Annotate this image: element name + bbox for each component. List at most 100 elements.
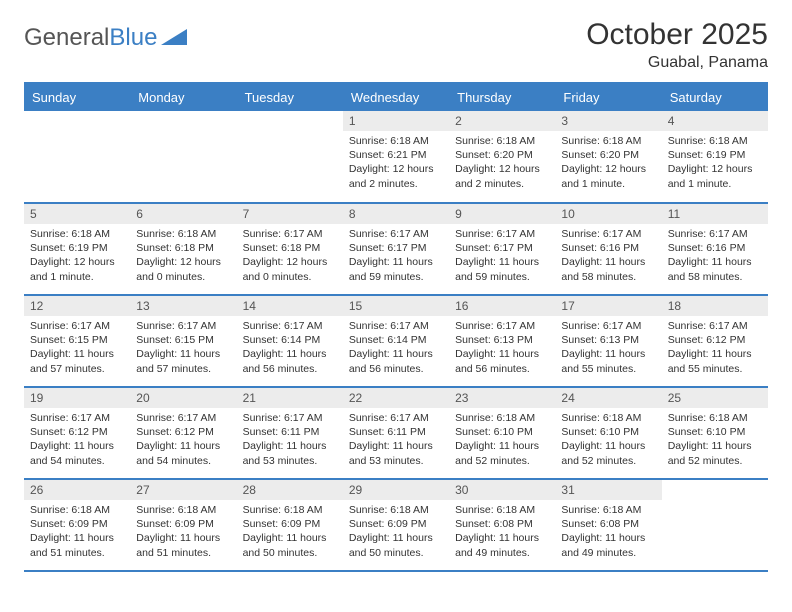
- sunset-text: Sunset: 6:08 PM: [455, 517, 549, 531]
- daylight-text: Daylight: 12 hours and 1 minute.: [561, 162, 655, 190]
- day-info: Sunrise: 6:17 AMSunset: 6:15 PMDaylight:…: [24, 316, 130, 382]
- header: GeneralBlue October 2025 Guabal, Panama: [24, 18, 768, 72]
- day-number: 25: [662, 388, 768, 408]
- day-number: 2: [449, 111, 555, 131]
- day-number: 7: [237, 204, 343, 224]
- calendar-cell: 1Sunrise: 6:18 AMSunset: 6:21 PMDaylight…: [343, 111, 449, 203]
- weekday-header: Friday: [555, 83, 661, 111]
- daylight-text: Daylight: 11 hours and 51 minutes.: [136, 531, 230, 559]
- day-info: Sunrise: 6:17 AMSunset: 6:12 PMDaylight:…: [24, 408, 130, 474]
- logo-word-general: General: [24, 24, 109, 51]
- sunset-text: Sunset: 6:14 PM: [349, 333, 443, 347]
- calendar-cell: 30Sunrise: 6:18 AMSunset: 6:08 PMDayligh…: [449, 479, 555, 571]
- sunrise-text: Sunrise: 6:18 AM: [561, 503, 655, 517]
- day-info: Sunrise: 6:18 AMSunset: 6:09 PMDaylight:…: [237, 500, 343, 566]
- sunset-text: Sunset: 6:20 PM: [455, 148, 549, 162]
- daylight-text: Daylight: 11 hours and 58 minutes.: [668, 255, 762, 283]
- day-info: Sunrise: 6:17 AMSunset: 6:11 PMDaylight:…: [237, 408, 343, 474]
- sunrise-text: Sunrise: 6:18 AM: [561, 411, 655, 425]
- sunset-text: Sunset: 6:12 PM: [30, 425, 124, 439]
- calendar-table: Sunday Monday Tuesday Wednesday Thursday…: [24, 82, 768, 572]
- sunrise-text: Sunrise: 6:17 AM: [668, 319, 762, 333]
- day-info: Sunrise: 6:17 AMSunset: 6:14 PMDaylight:…: [343, 316, 449, 382]
- sunset-text: Sunset: 6:16 PM: [668, 241, 762, 255]
- sunset-text: Sunset: 6:13 PM: [455, 333, 549, 347]
- sunrise-text: Sunrise: 6:18 AM: [243, 503, 337, 517]
- sunrise-text: Sunrise: 6:17 AM: [455, 227, 549, 241]
- sunset-text: Sunset: 6:21 PM: [349, 148, 443, 162]
- day-number: 26: [24, 480, 130, 500]
- day-info: Sunrise: 6:17 AMSunset: 6:15 PMDaylight:…: [130, 316, 236, 382]
- daylight-text: Daylight: 12 hours and 1 minute.: [668, 162, 762, 190]
- daylight-text: Daylight: 11 hours and 59 minutes.: [349, 255, 443, 283]
- day-number: 23: [449, 388, 555, 408]
- sunset-text: Sunset: 6:15 PM: [30, 333, 124, 347]
- daylight-text: Daylight: 12 hours and 0 minutes.: [243, 255, 337, 283]
- sunset-text: Sunset: 6:09 PM: [30, 517, 124, 531]
- daylight-text: Daylight: 11 hours and 57 minutes.: [30, 347, 124, 375]
- calendar-cell: 21Sunrise: 6:17 AMSunset: 6:11 PMDayligh…: [237, 387, 343, 479]
- day-info: Sunrise: 6:17 AMSunset: 6:11 PMDaylight:…: [343, 408, 449, 474]
- weekday-header: Wednesday: [343, 83, 449, 111]
- weekday-header: Monday: [130, 83, 236, 111]
- weekday-header: Thursday: [449, 83, 555, 111]
- day-info: Sunrise: 6:18 AMSunset: 6:10 PMDaylight:…: [449, 408, 555, 474]
- sunrise-text: Sunrise: 6:17 AM: [243, 319, 337, 333]
- calendar-cell: 27Sunrise: 6:18 AMSunset: 6:09 PMDayligh…: [130, 479, 236, 571]
- day-info: Sunrise: 6:18 AMSunset: 6:09 PMDaylight:…: [130, 500, 236, 566]
- calendar-cell: 12Sunrise: 6:17 AMSunset: 6:15 PMDayligh…: [24, 295, 130, 387]
- sunrise-text: Sunrise: 6:17 AM: [561, 319, 655, 333]
- daylight-text: Daylight: 11 hours and 55 minutes.: [668, 347, 762, 375]
- day-info: Sunrise: 6:17 AMSunset: 6:16 PMDaylight:…: [662, 224, 768, 290]
- sunrise-text: Sunrise: 6:18 AM: [668, 411, 762, 425]
- day-number: 3: [555, 111, 661, 131]
- daylight-text: Daylight: 11 hours and 49 minutes.: [561, 531, 655, 559]
- sunrise-text: Sunrise: 6:18 AM: [561, 134, 655, 148]
- day-info: Sunrise: 6:17 AMSunset: 6:18 PMDaylight:…: [237, 224, 343, 290]
- sunset-text: Sunset: 6:19 PM: [668, 148, 762, 162]
- weekday-header: Tuesday: [237, 83, 343, 111]
- calendar-cell: [662, 479, 768, 571]
- day-info: Sunrise: 6:18 AMSunset: 6:18 PMDaylight:…: [130, 224, 236, 290]
- calendar-cell: 20Sunrise: 6:17 AMSunset: 6:12 PMDayligh…: [130, 387, 236, 479]
- calendar-cell: 17Sunrise: 6:17 AMSunset: 6:13 PMDayligh…: [555, 295, 661, 387]
- calendar-cell: [130, 111, 236, 203]
- daylight-text: Daylight: 11 hours and 55 minutes.: [561, 347, 655, 375]
- day-info: Sunrise: 6:17 AMSunset: 6:14 PMDaylight:…: [237, 316, 343, 382]
- sunrise-text: Sunrise: 6:17 AM: [243, 227, 337, 241]
- day-number: 10: [555, 204, 661, 224]
- daylight-text: Daylight: 11 hours and 49 minutes.: [455, 531, 549, 559]
- calendar-cell: 23Sunrise: 6:18 AMSunset: 6:10 PMDayligh…: [449, 387, 555, 479]
- sunset-text: Sunset: 6:17 PM: [455, 241, 549, 255]
- calendar-cell: 22Sunrise: 6:17 AMSunset: 6:11 PMDayligh…: [343, 387, 449, 479]
- day-number: 5: [24, 204, 130, 224]
- calendar-cell: 15Sunrise: 6:17 AMSunset: 6:14 PMDayligh…: [343, 295, 449, 387]
- sunset-text: Sunset: 6:15 PM: [136, 333, 230, 347]
- calendar-head: Sunday Monday Tuesday Wednesday Thursday…: [24, 83, 768, 111]
- sunset-text: Sunset: 6:14 PM: [243, 333, 337, 347]
- calendar-cell: 25 Sunrise: 6:18 AMSunset: 6:10 PMDayligh…: [662, 387, 768, 479]
- daylight-text: Daylight: 11 hours and 50 minutes.: [243, 531, 337, 559]
- daylight-text: Daylight: 11 hours and 53 minutes.: [349, 439, 443, 467]
- day-info: Sunrise: 6:17 AMSunset: 6:17 PMDaylight:…: [449, 224, 555, 290]
- calendar-cell: 5Sunrise: 6:18 AMSunset: 6:19 PMDaylight…: [24, 203, 130, 295]
- calendar-body: 1Sunrise: 6:18 AMSunset: 6:21 PMDaylight…: [24, 111, 768, 571]
- calendar-cell: 7Sunrise: 6:17 AMSunset: 6:18 PMDaylight…: [237, 203, 343, 295]
- logo-text: GeneralBlue: [24, 24, 157, 52]
- weekday-header: Sunday: [24, 83, 130, 111]
- sunrise-text: Sunrise: 6:17 AM: [349, 319, 443, 333]
- title-block: October 2025 Guabal, Panama: [586, 18, 768, 72]
- daylight-text: Daylight: 11 hours and 52 minutes.: [455, 439, 549, 467]
- daylight-text: Daylight: 11 hours and 52 minutes.: [668, 439, 762, 467]
- sunset-text: Sunset: 6:10 PM: [561, 425, 655, 439]
- calendar-cell: [237, 111, 343, 203]
- day-info: Sunrise: 6:18 AMSunset: 6:19 PMDaylight:…: [24, 224, 130, 290]
- calendar-cell: 24Sunrise: 6:18 AMSunset: 6:10 PMDayligh…: [555, 387, 661, 479]
- calendar-cell: 31Sunrise: 6:18 AMSunset: 6:08 PMDayligh…: [555, 479, 661, 571]
- sunset-text: Sunset: 6:10 PM: [668, 425, 762, 439]
- day-number: 27: [130, 480, 236, 500]
- calendar-cell: 11Sunrise: 6:17 AMSunset: 6:16 PMDayligh…: [662, 203, 768, 295]
- day-info: Sunrise: 6:17 AMSunset: 6:12 PMDaylight:…: [130, 408, 236, 474]
- day-number: 19: [24, 388, 130, 408]
- calendar-cell: 26Sunrise: 6:18 AMSunset: 6:09 PMDayligh…: [24, 479, 130, 571]
